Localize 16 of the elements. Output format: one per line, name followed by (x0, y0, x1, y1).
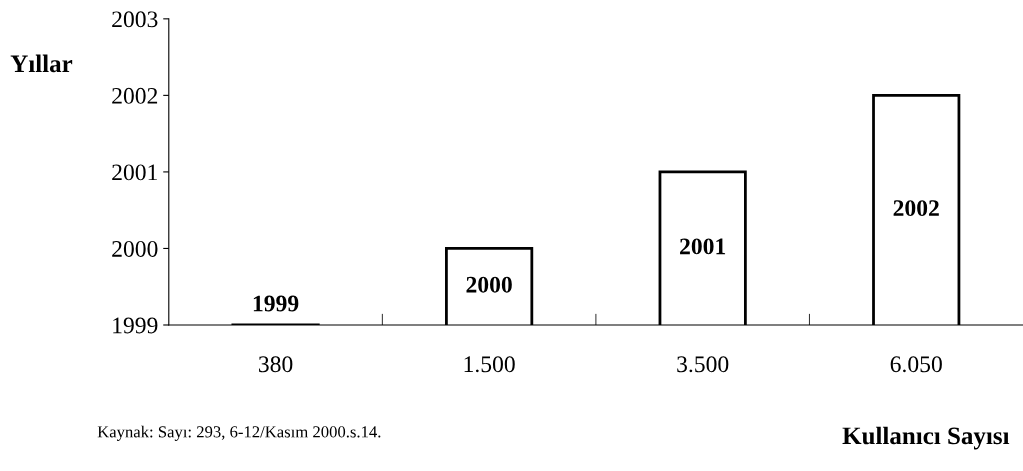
y-tick-label: 2001 (112, 164, 157, 181)
x-tick-label: 3.500 (677, 356, 729, 373)
y-axis-title: Yıllar (10, 54, 73, 73)
text: Kaynak: Sayı: 293, 6-12/Kasım 2000.s.14. (97, 425, 381, 441)
y-tick-label: 2003 (112, 11, 158, 28)
y-tick-label: 2000 (112, 240, 158, 257)
data-label: 2001 (680, 238, 726, 255)
x-axis-title: Kullanıcı Sayısı (842, 426, 1010, 450)
x-tick-label: 1.500 (464, 356, 515, 373)
data-label: 1999 (253, 295, 299, 312)
x-tick-label: 380 (258, 356, 293, 373)
x-tick-label: 6.050 (890, 356, 942, 373)
y-tick-label: 2002 (112, 87, 158, 104)
data-label: 2002 (893, 200, 939, 217)
data-label: 2000 (466, 276, 512, 293)
y-tick-label: 1999 (113, 317, 158, 334)
